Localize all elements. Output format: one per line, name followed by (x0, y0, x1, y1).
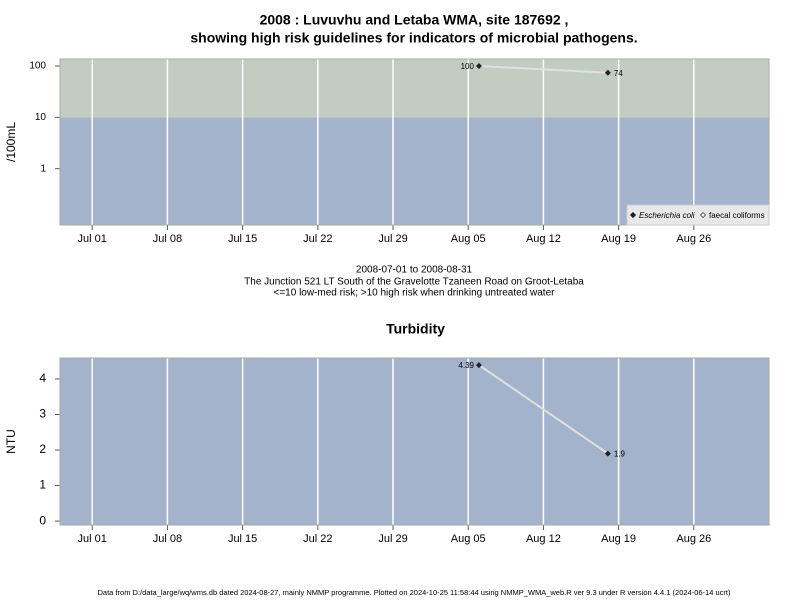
series-line (478, 65, 608, 74)
y-tick-label: 0 (39, 513, 46, 527)
chart-title: Turbidity (386, 321, 445, 337)
legend-label: faecal coliforms (709, 211, 765, 220)
y-tick-label: 10 (35, 112, 47, 123)
risk-band-high (60, 59, 769, 118)
x-tick-label: Jul 29 (378, 233, 407, 245)
chart-title: showing high risk guidelines for indicat… (190, 30, 637, 46)
x-tick-label: Jul 15 (228, 233, 257, 245)
y-tick-label: 1 (39, 478, 46, 492)
x-tick-label: Aug 12 (526, 533, 561, 545)
x-tick-label: Aug 05 (451, 533, 486, 545)
note: 2008-07-01 to 2008-08-31 (356, 265, 473, 276)
x-tick-label: Aug 19 (601, 533, 636, 545)
x-tick-label: Aug 26 (676, 233, 711, 245)
data-point (475, 63, 482, 70)
y-axis-label: NTU (4, 429, 18, 454)
series-line (478, 364, 609, 455)
y-tick-label: 4 (39, 371, 46, 385)
footer: Data from D:/data_large/wq/wms.db dated … (98, 588, 731, 597)
y-tick-label: 2 (39, 442, 46, 456)
x-tick-label: Jul 01 (78, 233, 107, 245)
data-label: 1.9 (614, 450, 626, 459)
note: The Junction 521 LT South of the Gravelo… (244, 277, 584, 288)
x-tick-label: Aug 26 (676, 533, 711, 545)
y-tick-label: 1 (40, 163, 46, 174)
x-tick-label: Jul 15 (228, 533, 257, 545)
plot-background (60, 358, 769, 525)
y-tick-label: 100 (29, 61, 46, 72)
x-tick-label: Jul 08 (153, 233, 182, 245)
x-tick-label: Jul 22 (303, 233, 332, 245)
x-tick-label: Jul 01 (78, 533, 107, 545)
note: <=10 low-med risk; >10 high risk when dr… (274, 288, 556, 299)
plot-border (59, 58, 770, 226)
x-tick-label: Aug 05 (451, 233, 486, 245)
x-tick-label: Aug 12 (526, 233, 561, 245)
data-label: 4.39 (458, 361, 474, 370)
data-label: 74 (614, 69, 623, 78)
legend-symbol (629, 211, 637, 219)
x-tick-label: Jul 08 (153, 533, 182, 545)
legend-box (626, 204, 770, 226)
legend-label: Escherichia coli (639, 211, 695, 220)
data-point (604, 450, 611, 457)
plot-border (59, 357, 770, 526)
y-axis-label: /100mL (4, 122, 18, 162)
legend-symbol (699, 211, 707, 219)
x-tick-label: Aug 19 (601, 233, 636, 245)
chart-title: 2008 : Luvuvhu and Letaba WMA, site 1876… (260, 12, 569, 28)
data-label: 100 (461, 62, 475, 71)
y-tick-label: 3 (39, 407, 46, 421)
x-tick-label: Jul 29 (378, 533, 407, 545)
x-tick-label: Jul 22 (303, 533, 332, 545)
data-point (475, 362, 482, 369)
data-point (604, 69, 611, 76)
